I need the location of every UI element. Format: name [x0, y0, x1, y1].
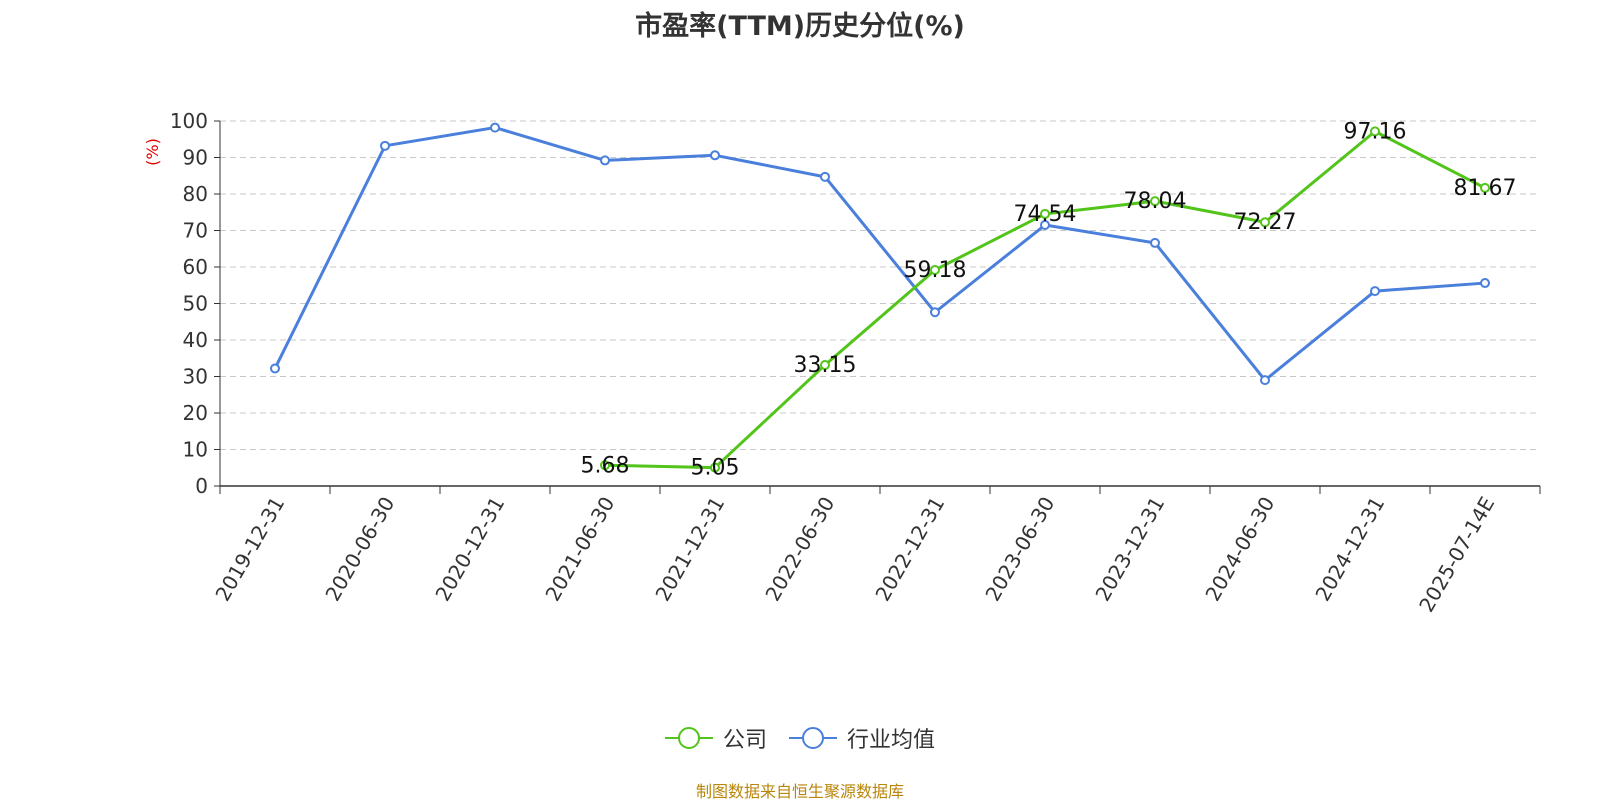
data-point-industry[interactable] [710, 150, 720, 161]
y-tick-label: 50 [183, 292, 208, 316]
data-point-industry[interactable] [820, 171, 830, 182]
data-label-company: 81.67 [1454, 176, 1517, 201]
data-label-company: 74.54 [1014, 202, 1077, 227]
data-labels: 5.68 5.05 33.15 59.18 74.54 78.04 72.27 97.16 81… [581, 119, 1517, 480]
x-tick-label: 2020-12-31 [430, 493, 509, 606]
series-line-industry [273, 126, 1486, 382]
data-point-industry[interactable] [1370, 286, 1380, 297]
y-tick-label: 70 [183, 219, 208, 243]
y-tick-label: 40 [183, 328, 208, 352]
y-tick-label: 30 [183, 365, 208, 389]
chart-title: 市盈率(TTM)历史分位(%) [635, 11, 965, 42]
data-point-company[interactable] [600, 460, 610, 471]
data-point-industry[interactable] [270, 363, 280, 374]
x-tick-label: 2024-06-30 [1200, 493, 1279, 606]
data-point-industry[interactable] [1150, 237, 1160, 248]
y-tick-label: 100 [170, 109, 208, 133]
legend: 公司 行业均值 [0, 722, 1600, 754]
data-point-company[interactable] [1260, 217, 1270, 228]
data-point-industry[interactable] [1040, 220, 1050, 231]
data-point-company[interactable] [1370, 126, 1380, 137]
legend-item-company[interactable]: 公司 [664, 722, 767, 754]
data-label-company: 59.18 [904, 258, 967, 283]
data-label-company: 72.27 [1234, 210, 1297, 235]
data-point-industry[interactable] [930, 307, 940, 318]
data-point-industry[interactable] [1480, 278, 1490, 289]
y-tick-label: 20 [183, 401, 208, 425]
data-point-company[interactable] [710, 462, 720, 473]
data-point-company[interactable] [1480, 182, 1490, 193]
series-line-company [604, 129, 1486, 470]
y-tick-label: 90 [183, 146, 208, 170]
x-tick-label: 2021-06-30 [540, 493, 619, 606]
x-tick-label: 2021-12-31 [650, 493, 729, 606]
legend-industry-marker [789, 727, 837, 749]
x-tick-label: 2022-12-31 [870, 493, 949, 606]
legend-industry-label: 行业均值 [847, 728, 936, 753]
data-label-company: 33.15 [794, 353, 857, 378]
x-tick-label: 2024-12-31 [1310, 493, 1389, 606]
grid-lines [220, 120, 1540, 450]
data-point-industry[interactable] [600, 155, 610, 166]
legend-item-industry[interactable]: 行业均值 [789, 722, 935, 754]
y-tick-label: 0 [195, 474, 208, 498]
data-point-company[interactable] [820, 360, 830, 371]
y-tick-label: 10 [183, 438, 208, 462]
x-tick-label: 2023-06-30 [980, 493, 1059, 606]
data-point-company[interactable] [1150, 196, 1160, 207]
data-point-industry[interactable] [1260, 375, 1270, 386]
source-note: 制图数据来自恒生聚源数据库 [695, 782, 904, 801]
data-label-company: 97.16 [1344, 119, 1407, 144]
x-tick-label: 2020-06-30 [320, 493, 399, 606]
series-lines [270, 122, 1490, 473]
y-tick-label: 60 [183, 255, 208, 279]
x-tick-label: 2019-12-31 [210, 493, 289, 606]
data-label-company: 78.04 [1124, 189, 1187, 214]
y-tick-label: 80 [183, 182, 208, 206]
legend-company-label: 公司 [722, 728, 767, 753]
x-tick-label: 2023-12-31 [1090, 493, 1169, 606]
x-tick-label: 2022-06-30 [760, 493, 839, 606]
data-label-company: 5.68 [581, 453, 630, 478]
x-tick-label: 2025-07-14E [1414, 493, 1499, 617]
data-point-company[interactable] [930, 264, 940, 275]
legend-company-marker [664, 727, 713, 749]
data-point-company[interactable] [1040, 208, 1050, 219]
data-point-industry[interactable] [490, 122, 500, 133]
data-label-company: 5.05 [691, 456, 740, 481]
data-point-industry[interactable] [380, 140, 390, 151]
y-axis-label: (%) [143, 138, 162, 166]
